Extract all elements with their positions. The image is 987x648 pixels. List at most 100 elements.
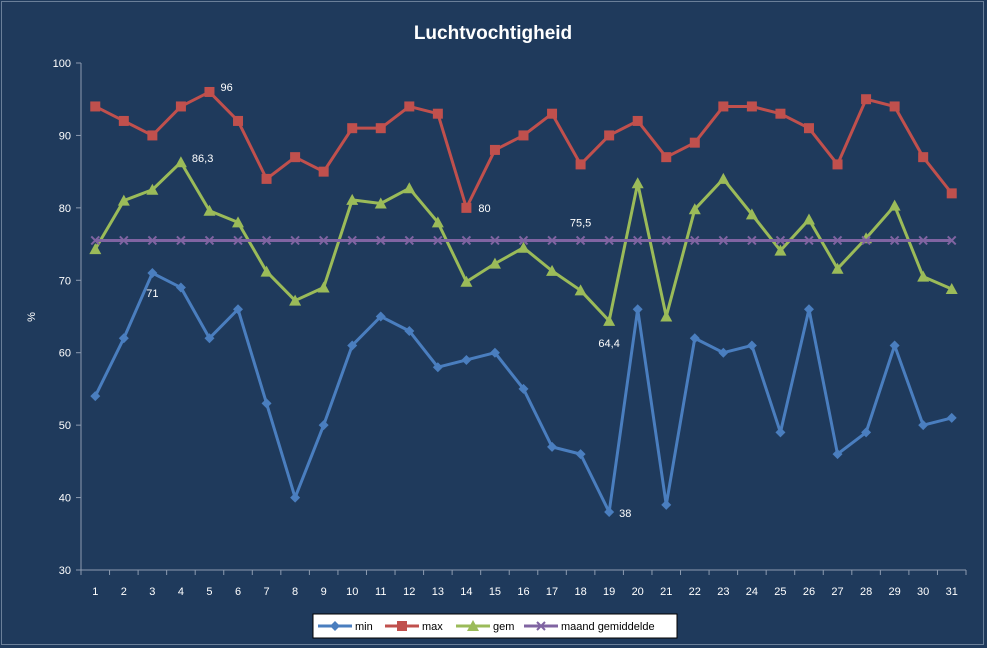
x-tick-label: 20 (632, 586, 644, 598)
data-point-maand-gemiddelde (918, 235, 928, 246)
data-point-maand-gemiddelde (889, 235, 900, 246)
data-point-maand-gemiddelde (832, 235, 843, 246)
data-point-max (547, 108, 558, 119)
data-point-maand-gemiddelde (204, 235, 215, 246)
data-point-max (318, 166, 329, 177)
data-point-gem (917, 270, 930, 282)
x-tick-label: 5 (206, 586, 212, 598)
data-point-gem (631, 177, 644, 189)
data-point-maand-gemiddelde (90, 235, 100, 246)
x-tick-label: 21 (660, 586, 672, 598)
data-point-maand-gemiddelde (433, 235, 443, 246)
data-point-min (118, 333, 129, 344)
data-point-gem (574, 284, 587, 296)
data-label: 96 (220, 82, 232, 94)
data-point-min (404, 325, 415, 336)
data-point-maand-gemiddelde (547, 235, 557, 246)
y-axis-title: % (26, 312, 38, 322)
x-tick-label: 26 (803, 586, 815, 598)
data-point-maand-gemiddelde (376, 235, 386, 246)
data-point-min (204, 333, 215, 344)
data-label: 64,4 (598, 338, 619, 350)
y-tick-label: 80 (59, 203, 71, 215)
data-point-max (661, 152, 672, 163)
series-min (90, 268, 957, 518)
data-point-max (889, 101, 900, 112)
data-point-gem (802, 213, 815, 225)
data-point-max (204, 86, 215, 97)
data-point-maand-gemiddelde (947, 235, 957, 246)
data-point-min (918, 420, 929, 431)
legend-item-maand-gemiddelde: maand gemiddelde (524, 621, 655, 633)
x-tick-label: 16 (517, 586, 529, 598)
data-point-gem (688, 203, 701, 215)
x-tick-label: 4 (178, 586, 184, 598)
legend-label: maand gemiddelde (561, 621, 655, 633)
x-tick-label: 13 (432, 586, 444, 598)
data-point-min (147, 268, 158, 279)
data-point-min (547, 441, 558, 452)
x-tick-label: 19 (603, 586, 615, 598)
legend-swatch-marker (467, 620, 479, 631)
data-point-min (347, 340, 358, 351)
y-tick-label: 60 (59, 348, 71, 360)
legend-item-min: min (318, 621, 373, 633)
data-point-max (375, 123, 386, 134)
legend-swatch-marker (536, 621, 546, 631)
series-layer (89, 86, 958, 518)
data-point-gem (317, 281, 330, 293)
data-point-min (661, 499, 672, 510)
data-point-gem (146, 183, 159, 195)
x-tick-label: 31 (946, 586, 958, 598)
data-label: 71 (146, 288, 158, 300)
data-label: 80 (478, 203, 490, 215)
data-point-gem (831, 262, 844, 274)
data-point-min (832, 449, 843, 460)
data-point-max (746, 101, 757, 112)
x-tick-label: 10 (346, 586, 358, 598)
x-tick-label: 6 (235, 586, 241, 598)
data-point-gem (488, 257, 501, 269)
x-tick-label: 9 (321, 586, 327, 598)
data-point-max (432, 108, 443, 119)
x-tick-label: 28 (860, 586, 872, 598)
x-tick-label: 12 (403, 586, 415, 598)
data-point-gem (431, 216, 444, 228)
data-point-maand-gemiddelde (290, 235, 300, 246)
legend-box (312, 613, 678, 639)
data-point-min (746, 340, 757, 351)
data-point-gem (174, 156, 187, 168)
x-tick-label: 24 (746, 586, 758, 598)
x-tick-label: 15 (489, 586, 501, 598)
legend-label: min (355, 621, 373, 633)
data-point-maand-gemiddelde (804, 235, 814, 246)
data-point-gem (289, 294, 302, 306)
data-point-gem (117, 194, 130, 206)
data-point-maand-gemiddelde (575, 235, 586, 246)
data-point-min (803, 304, 814, 315)
data-point-gem (517, 241, 530, 253)
data-point-max (118, 115, 129, 126)
data-point-gem (888, 199, 901, 211)
data-point-min (489, 347, 500, 358)
data-point-min (604, 507, 615, 518)
data-point-min (261, 398, 272, 409)
data-point-gem (232, 216, 245, 228)
data-point-min (861, 427, 872, 438)
legend-item-gem: gem (456, 620, 514, 633)
data-point-gem (603, 314, 616, 326)
data-point-gem (260, 265, 273, 277)
data-point-max (90, 101, 101, 112)
x-tick-label: 1 (92, 586, 98, 598)
data-point-min (718, 347, 729, 358)
data-point-gem (460, 275, 473, 287)
data-point-min (518, 383, 529, 394)
data-point-max (604, 130, 615, 141)
data-point-max (147, 130, 158, 141)
data-point-min (318, 420, 329, 431)
data-point-max (233, 115, 244, 126)
data-point-max (261, 173, 272, 184)
x-tick-label: 2 (121, 586, 127, 598)
data-point-min (375, 311, 386, 322)
data-point-max (946, 188, 957, 199)
